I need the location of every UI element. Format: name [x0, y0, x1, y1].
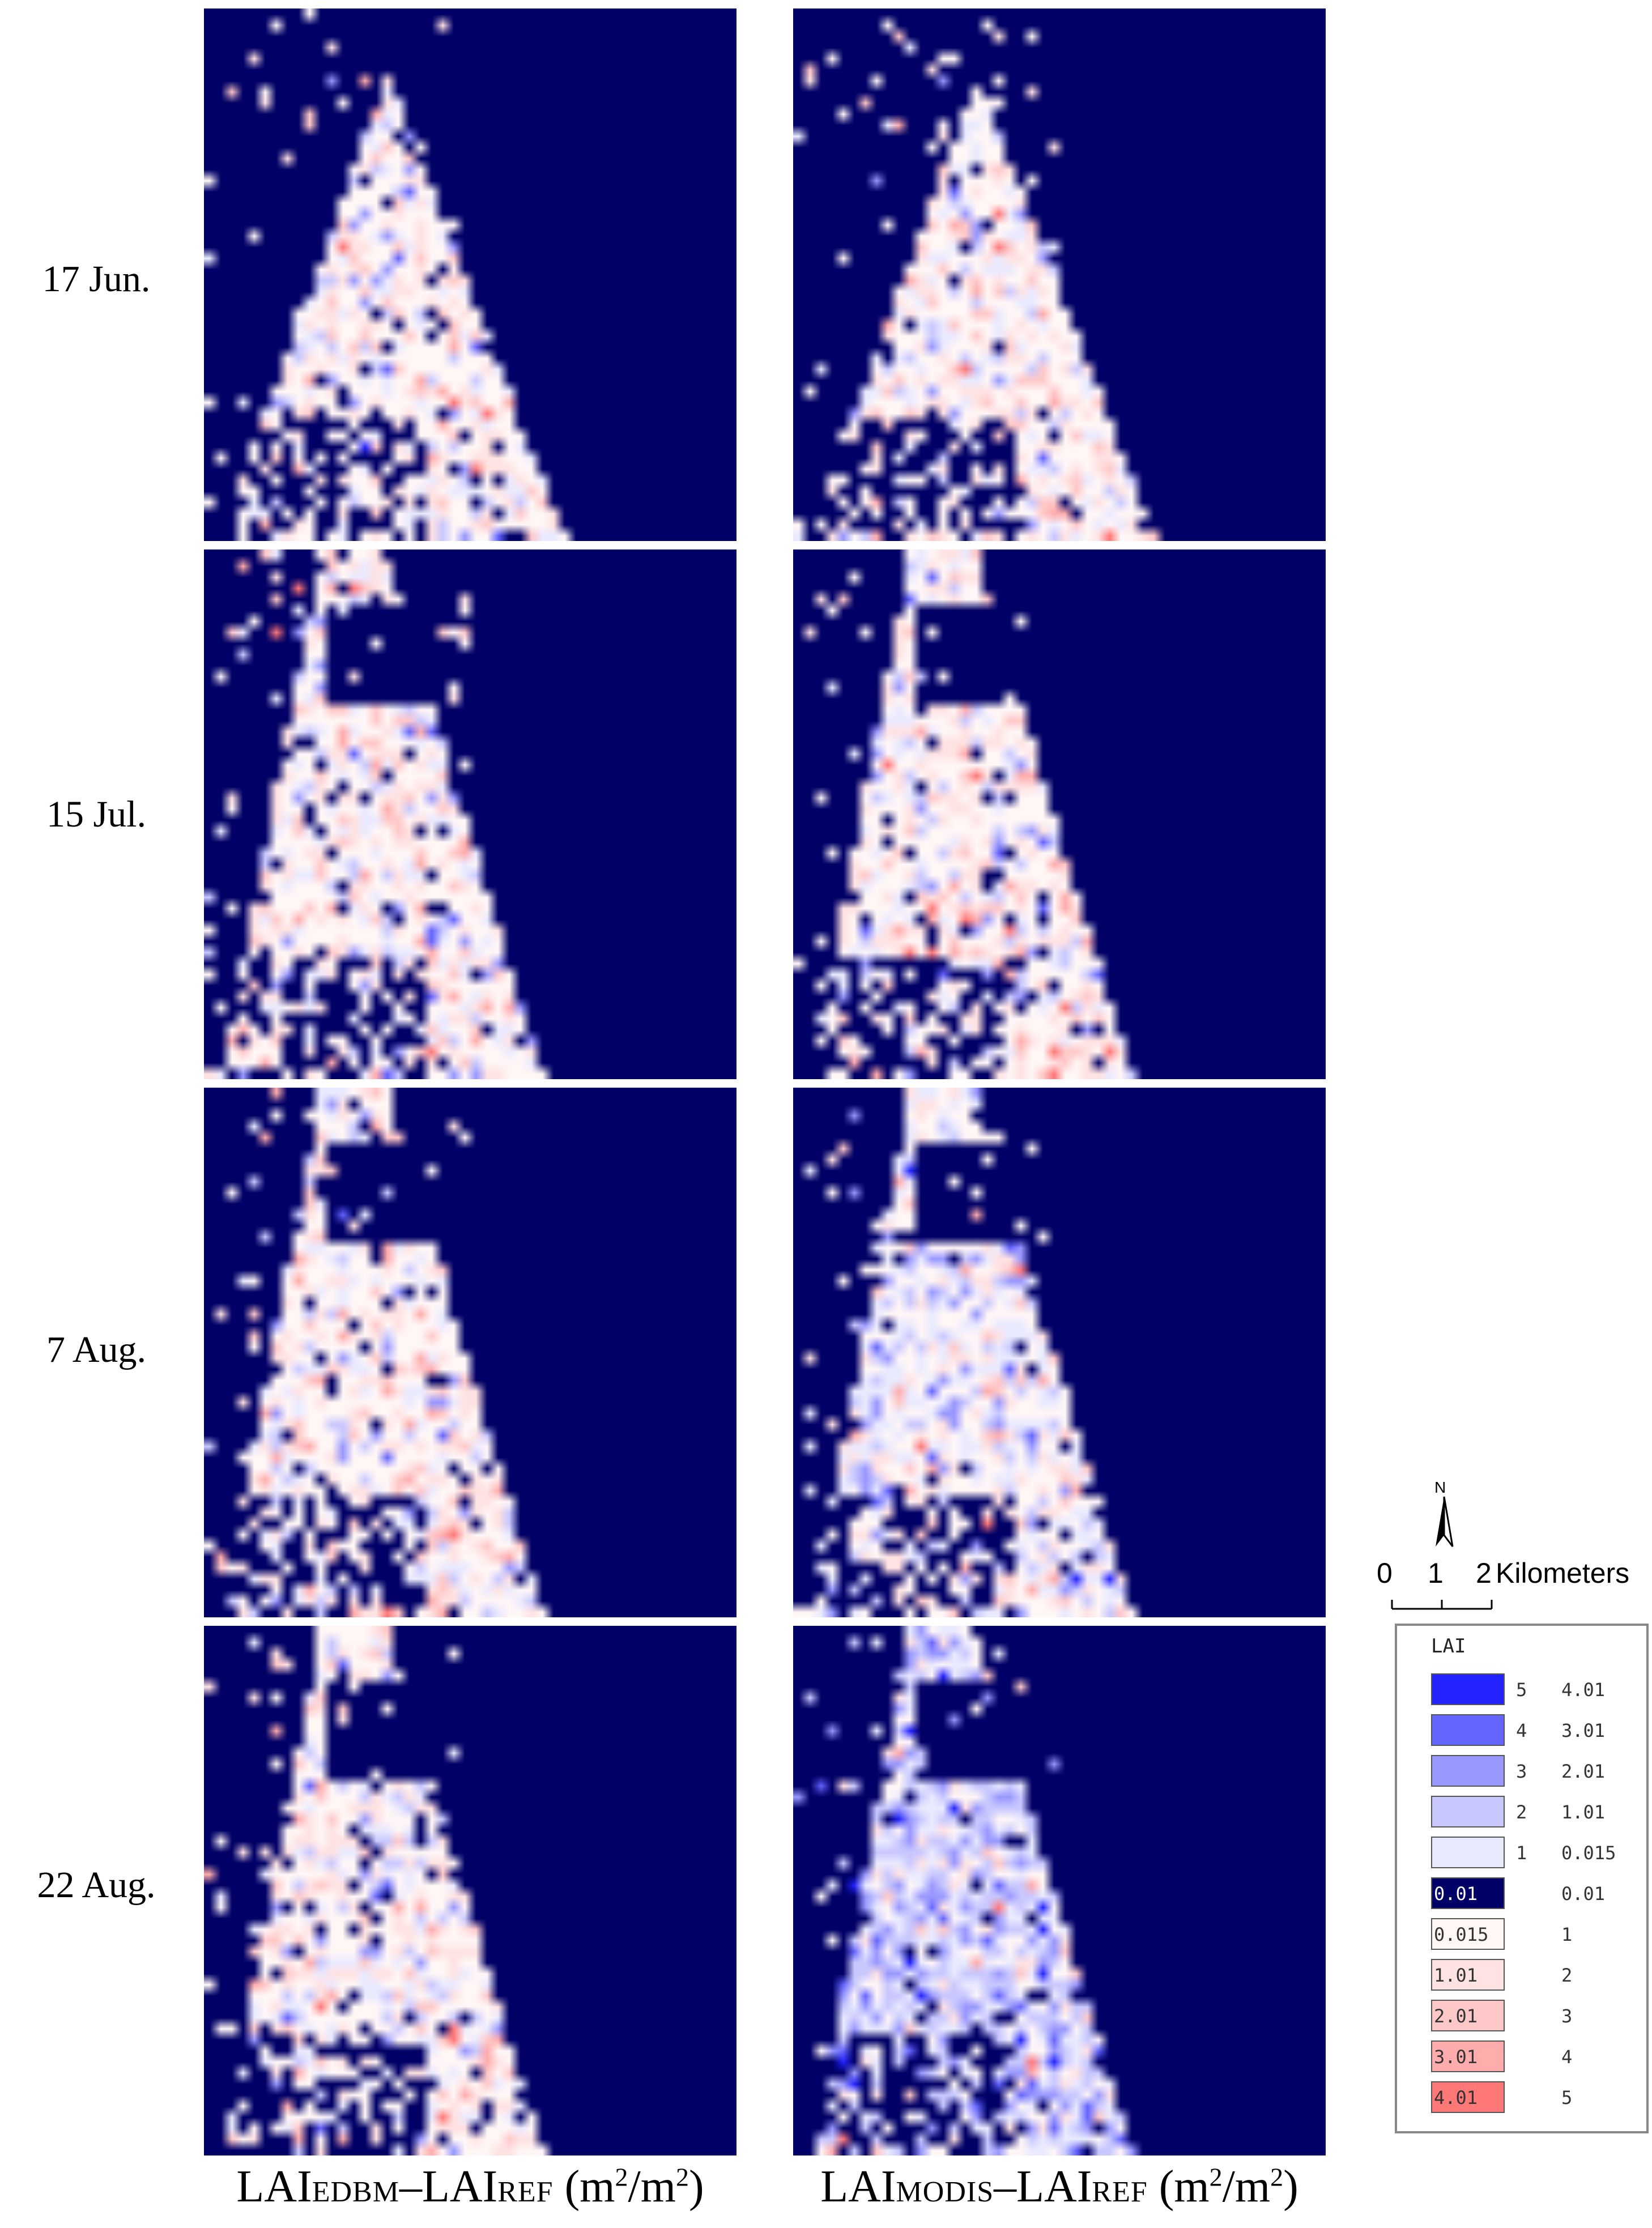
legend-swatch: [1431, 1714, 1505, 1746]
map-modis-7-aug: [793, 1088, 1326, 1617]
legend-swatch: [1431, 2040, 1505, 2072]
legend-low-value: 0.015: [1434, 1924, 1489, 1945]
legend-item: 3 2.01: [1431, 1755, 1646, 1789]
legend-swatch: [1431, 1959, 1505, 1991]
scale-one: 1: [1428, 1557, 1444, 1589]
legend-low-value: 1.01: [1434, 1965, 1478, 1986]
legend-low-value: 4: [1516, 1720, 1527, 1741]
legend-title: LAI: [1431, 1635, 1466, 1658]
legend-swatch: [1431, 1877, 1505, 1909]
legend-item: 2 1.01: [1431, 1796, 1646, 1830]
map-modis-22-aug: [793, 1626, 1326, 2155]
legend: LAI 5 4.01 4 3.01 3 2.01 2 1.01 1 0.015 0.01 0.01 0.…: [1395, 1624, 1649, 2133]
north-arrow-icon: N: [1424, 1479, 1464, 1552]
scale-two: 2: [1476, 1557, 1492, 1589]
legend-low-value: 3: [1516, 1761, 1527, 1782]
legend-item: 4.01 5: [1431, 2081, 1646, 2115]
scale-labels: 0 1 2 Kilometers: [1377, 1557, 1649, 1596]
legend-item: 2.01 3: [1431, 2000, 1646, 2034]
map-canvas: [793, 1088, 1326, 1617]
scale-zero: 0: [1377, 1557, 1393, 1589]
legend-low-value: 0.01: [1434, 1883, 1478, 1905]
legend-item: 1 0.015: [1431, 1837, 1646, 1871]
legend-low-value: 1: [1516, 1842, 1527, 1864]
scale-bar: [1391, 1600, 1493, 1610]
legend-high-value: 4: [1561, 2046, 1573, 2068]
map-canvas: [204, 1626, 736, 2155]
map-canvas: [204, 549, 736, 1079]
row-label-22-aug: 22 Aug.: [37, 1864, 156, 1906]
column-label-edbm: LAIEDBM–LAIREF (m2/m2): [236, 2162, 704, 2212]
legend-item: 0.015 1: [1431, 1918, 1646, 1952]
map-canvas: [793, 8, 1326, 541]
legend-item: 4 3.01: [1431, 1714, 1646, 1748]
legend-high-value: 0.015: [1561, 1842, 1616, 1864]
legend-low-value: 3.01: [1434, 2046, 1478, 2068]
legend-high-value: 2: [1561, 1965, 1573, 1986]
legend-swatch: [1431, 1755, 1505, 1787]
legend-swatch: [1431, 1796, 1505, 1827]
north-label: N: [1434, 1479, 1446, 1496]
map-edbm-17-jun: [204, 8, 736, 541]
column-label-modis: LAIMODIS–LAIREF (m2/m2): [820, 2162, 1298, 2212]
legend-high-value: 0.01: [1561, 1883, 1606, 1905]
legend-low-value: 2: [1516, 1801, 1527, 1823]
legend-item: 0.01 0.01: [1431, 1877, 1646, 1911]
map-edbm-15-jul: [204, 549, 736, 1079]
legend-high-value: 1: [1561, 1924, 1573, 1945]
legend-low-value: 5: [1516, 1679, 1527, 1701]
map-canvas: [793, 1626, 1326, 2155]
legend-swatch: [1431, 1673, 1505, 1705]
legend-swatch: [1431, 2081, 1505, 2113]
map-edbm-7-aug: [204, 1088, 736, 1617]
legend-high-value: 5: [1561, 2087, 1573, 2108]
legend-high-value: 3: [1561, 2005, 1573, 2027]
legend-high-value: 1.01: [1561, 1801, 1606, 1823]
scale-unit: Kilometers: [1496, 1557, 1630, 1589]
map-edbm-22-aug: [204, 1626, 736, 2155]
legend-high-value: 4.01: [1561, 1679, 1606, 1701]
map-canvas: [204, 1088, 736, 1617]
legend-swatch: [1431, 2000, 1505, 2031]
map-canvas: [793, 549, 1326, 1079]
legend-low-value: 2.01: [1434, 2005, 1478, 2027]
north-arrow-shape: [1436, 1496, 1454, 1547]
legend-item: 3.01 4: [1431, 2040, 1646, 2074]
map-modis-15-jul: [793, 549, 1326, 1079]
map-canvas: [204, 8, 736, 541]
row-label-15-jul: 15 Jul.: [46, 794, 147, 835]
legend-low-value: 4.01: [1434, 2087, 1478, 2108]
legend-high-value: 3.01: [1561, 1720, 1606, 1741]
row-label-7-aug: 7 Aug.: [46, 1329, 147, 1370]
map-modis-17-jun: [793, 8, 1326, 541]
legend-swatch: [1431, 1918, 1505, 1950]
legend-item: 5 4.01: [1431, 1673, 1646, 1707]
legend-item: 1.01 2: [1431, 1959, 1646, 1993]
row-label-17-jun: 17 Jun.: [42, 258, 151, 300]
legend-swatch: [1431, 1837, 1505, 1868]
legend-high-value: 2.01: [1561, 1761, 1606, 1782]
